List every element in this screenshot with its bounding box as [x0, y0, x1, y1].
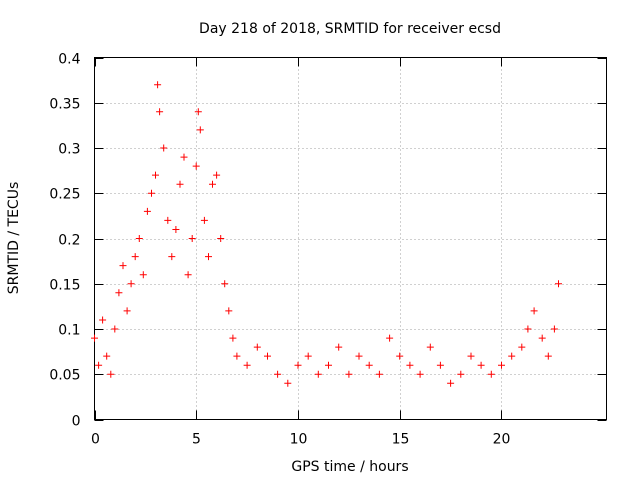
data-point [168, 253, 176, 261]
data-point [95, 361, 103, 369]
grid-layer [94, 57, 607, 420]
y-tick-label: 0.4 [58, 52, 80, 68]
data-point [91, 334, 98, 342]
data-point [103, 352, 111, 360]
data-point [115, 289, 123, 297]
data-point [530, 307, 538, 315]
y-tick-label: 0.25 [49, 187, 80, 203]
data-point [284, 379, 292, 387]
data-point [119, 262, 127, 270]
data-point [396, 352, 404, 360]
data-point [555, 280, 562, 288]
data-point [160, 144, 168, 152]
data-point [180, 153, 188, 161]
tick-layer: 0 0.05 0.1 0.15 0.2 0.25 0.3 0.35 0.4 0 5 10 15 20 [49, 52, 607, 448]
data-point [99, 316, 107, 324]
data-point [209, 180, 216, 188]
data-point [196, 126, 204, 134]
data-point [325, 361, 332, 369]
data-point [184, 271, 192, 279]
x-axis-label: GPS time / hours [291, 459, 408, 475]
plot-frame [94, 57, 607, 420]
x-tick-label: 20 [493, 432, 511, 448]
data-point [314, 370, 322, 378]
data-point [447, 379, 455, 387]
data-point [139, 271, 147, 279]
data-point [498, 361, 505, 369]
data-point [194, 108, 202, 116]
data-point [221, 280, 229, 288]
data-point [143, 207, 151, 215]
data-point [365, 361, 373, 369]
x-tick-label: 5 [192, 432, 201, 448]
data-point [217, 235, 225, 242]
chart-title: Day 218 of 2018, SRMTID for receiver ecs… [199, 21, 501, 37]
data-point [152, 171, 159, 179]
data-point [123, 307, 131, 315]
data-point [164, 216, 172, 224]
data-point [172, 226, 180, 233]
data-point [148, 189, 155, 197]
x-tick-label: 10 [290, 432, 308, 448]
data-point [229, 334, 237, 342]
data-point [213, 171, 221, 179]
data-point [131, 253, 139, 261]
x-tick-label: 0 [91, 432, 100, 448]
data-point [508, 352, 516, 360]
data-point [304, 352, 312, 360]
data-point [457, 370, 465, 378]
data-point [156, 108, 164, 116]
data-point [233, 352, 241, 360]
x-tick-label: 15 [392, 432, 410, 448]
data-point [524, 325, 532, 333]
data-point [487, 370, 495, 378]
data-point [416, 370, 424, 378]
data-point [243, 361, 251, 369]
data-point [225, 307, 233, 315]
data-point [477, 361, 485, 369]
data-point [345, 370, 353, 378]
data-point [135, 235, 143, 242]
data-point [467, 352, 475, 360]
y-tick-label: 0.35 [49, 97, 80, 113]
data-points [91, 81, 562, 387]
data-point [375, 370, 383, 378]
data-point [200, 216, 208, 224]
y-tick-label: 0.1 [58, 323, 80, 339]
data-point [154, 81, 162, 89]
y-tick-label: 0.05 [49, 368, 80, 384]
y-tick-label: 0.15 [49, 278, 80, 294]
data-point [406, 361, 414, 369]
data-point [188, 235, 196, 242]
data-point [294, 361, 302, 369]
y-tick-label: 0 [72, 414, 81, 430]
data-point [550, 325, 558, 333]
data-point [264, 352, 271, 360]
data-point [127, 280, 135, 288]
data-point [107, 370, 115, 378]
data-point [274, 370, 282, 378]
data-point [355, 352, 363, 360]
data-point [335, 343, 343, 351]
y-tick-label: 0.2 [58, 233, 80, 249]
data-point [192, 162, 200, 170]
data-point [538, 334, 546, 342]
data-point [436, 361, 444, 369]
data-point [111, 325, 119, 333]
data-point [176, 180, 184, 188]
data-point [544, 352, 552, 360]
y-tick-label: 0.3 [58, 142, 80, 158]
data-point [518, 343, 526, 351]
data-point [205, 253, 212, 261]
data-point [386, 334, 394, 342]
y-axis-label: SRMTID / TECUs [6, 182, 22, 295]
data-point [253, 343, 261, 351]
data-point [426, 343, 434, 351]
